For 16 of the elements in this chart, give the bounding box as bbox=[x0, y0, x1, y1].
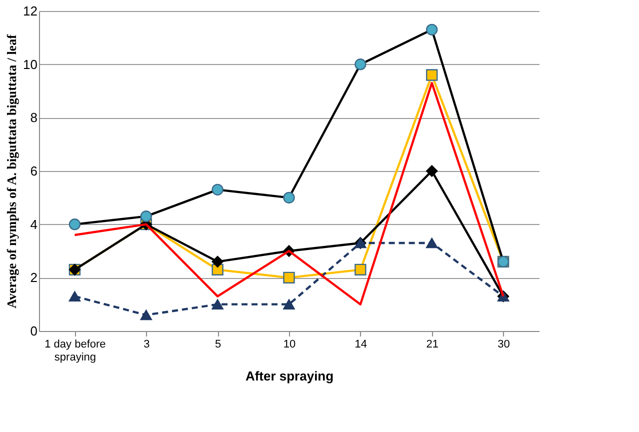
x-tick-label: 1 day before spraying bbox=[44, 338, 106, 364]
y-tick-label: 12 bbox=[23, 4, 38, 18]
x-tick-label: 21 bbox=[426, 338, 438, 350]
y-axis-title: Average of nymphs of A. biguttata biguttata / leaf bbox=[4, 34, 20, 308]
y-tick-label: 2 bbox=[30, 270, 38, 286]
x-tick-label: 3 bbox=[144, 338, 150, 350]
x-tick-label: 14 bbox=[354, 338, 368, 350]
y-tick-label: 6 bbox=[30, 164, 38, 178]
y-tick-label: 4 bbox=[30, 216, 38, 232]
y-tick-label: 8 bbox=[30, 110, 38, 126]
x-tick-label: 30 bbox=[498, 338, 510, 350]
x-tick-label: 10 bbox=[283, 338, 296, 350]
x-axis-title: After spraying bbox=[245, 368, 334, 384]
x-tick-label: 5 bbox=[215, 338, 222, 350]
y-tick-label: 0 bbox=[30, 324, 38, 338]
y-tick-label: 10 bbox=[23, 56, 38, 72]
